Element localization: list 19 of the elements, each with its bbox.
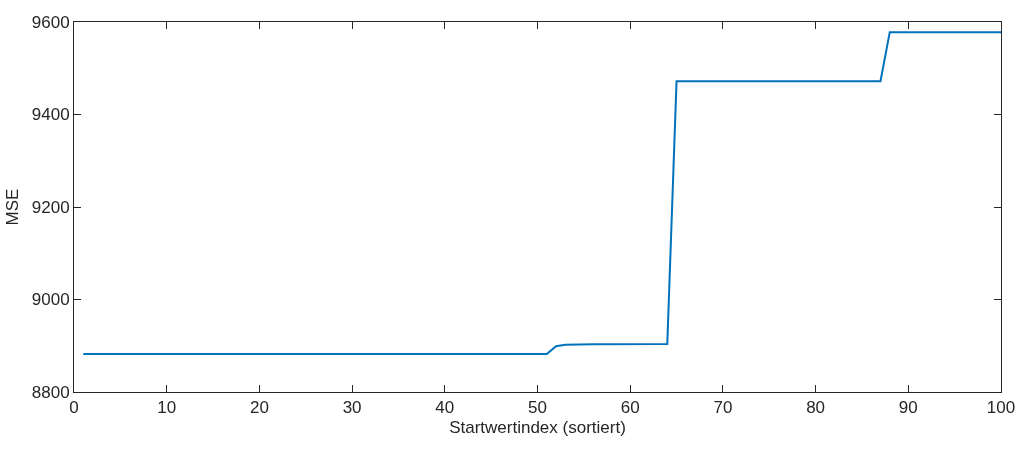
y-tick-label: 8800 [31, 382, 70, 402]
y-tick-label: 9200 [31, 197, 70, 217]
x-tick-label: 70 [713, 398, 733, 418]
x-tick-label: 40 [435, 398, 455, 418]
y-tick-label: 9000 [31, 290, 70, 310]
x-tick-label: 20 [249, 398, 269, 418]
x-tick-label: 60 [620, 398, 640, 418]
x-tick-label: 30 [342, 398, 362, 418]
x-tick-label: 0 [69, 398, 79, 418]
x-tick-label: 90 [898, 398, 918, 418]
y-tick-label: 9400 [31, 105, 70, 125]
y-axis-title: MSE [3, 188, 23, 226]
x-tick-label: 100 [986, 398, 1016, 418]
x-axis-title: Startwertindex (sortiert) [449, 417, 626, 437]
x-tick-label: 10 [157, 398, 177, 418]
y-tick-label: 9600 [31, 12, 70, 32]
x-tick-label: 50 [528, 398, 547, 418]
x-tick-label: 80 [806, 398, 826, 418]
line-series [82, 31, 1001, 356]
